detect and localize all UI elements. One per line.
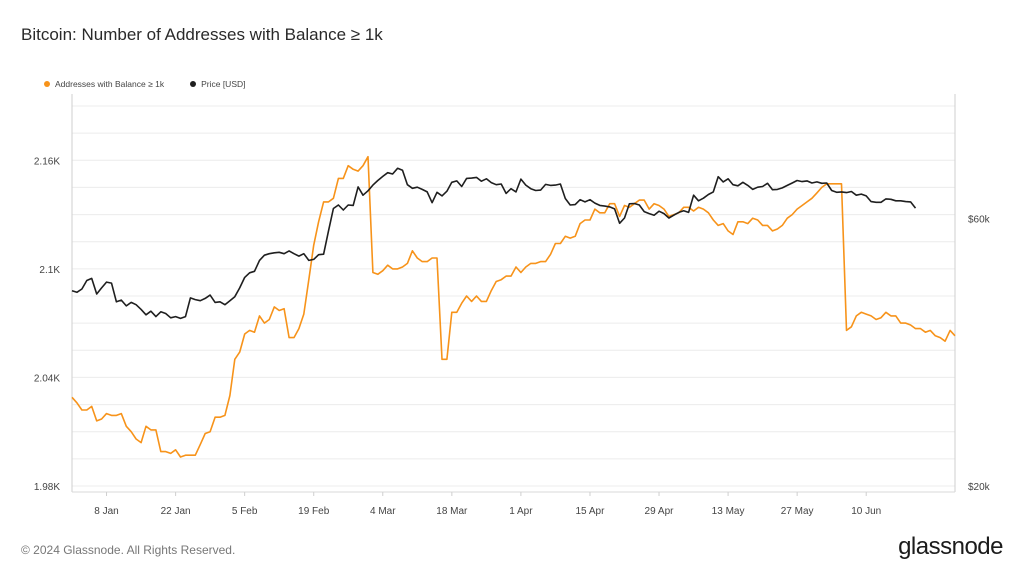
x-tick-label: 19 Feb (298, 506, 330, 517)
series-line-price (71, 167, 917, 320)
x-tick-label: 29 Apr (645, 506, 675, 517)
legend-item-addresses[interactable]: Addresses with Balance ≥ 1k (44, 79, 164, 89)
y-right-tick-label: $60k (968, 214, 991, 225)
x-tick-label: 15 Apr (575, 506, 605, 517)
series-line-addresses (71, 155, 956, 458)
x-tick-label: 5 Feb (232, 506, 258, 517)
chart-title: Bitcoin: Number of Addresses with Balanc… (21, 25, 383, 44)
x-tick-label: 10 Jun (851, 506, 881, 517)
x-tick-label: 22 Jan (161, 506, 191, 517)
y-left-tick-label: 2.04K (34, 373, 60, 384)
y-left-tick-label: 2.1K (39, 265, 60, 276)
y-right-tick-label: $20k (968, 482, 991, 493)
legend-dot-addresses (44, 81, 50, 87)
copyright-text: © 2024 Glassnode. All Rights Reserved. (21, 543, 236, 557)
glassnode-logo: glassnode (898, 533, 1003, 560)
x-tick-label: 8 Jan (94, 506, 118, 517)
legend: Addresses with Balance ≥ 1k Price [USD] (44, 79, 246, 89)
legend-label-addresses: Addresses with Balance ≥ 1k (55, 79, 165, 89)
legend-label-price: Price [USD] (201, 79, 246, 89)
x-tick-label: 13 May (712, 506, 745, 517)
y-left-tick-label: 2.16K (34, 156, 60, 167)
x-tick-label: 1 Apr (509, 506, 533, 517)
legend-item-price[interactable]: Price [USD] (190, 79, 246, 89)
legend-dot-price (190, 81, 197, 87)
x-tick-label: 18 Mar (436, 506, 468, 517)
y-left-tick-label: 1.98K (34, 482, 60, 493)
x-tick-label: 4 Mar (370, 506, 396, 517)
x-tick-label: 27 May (781, 506, 814, 517)
